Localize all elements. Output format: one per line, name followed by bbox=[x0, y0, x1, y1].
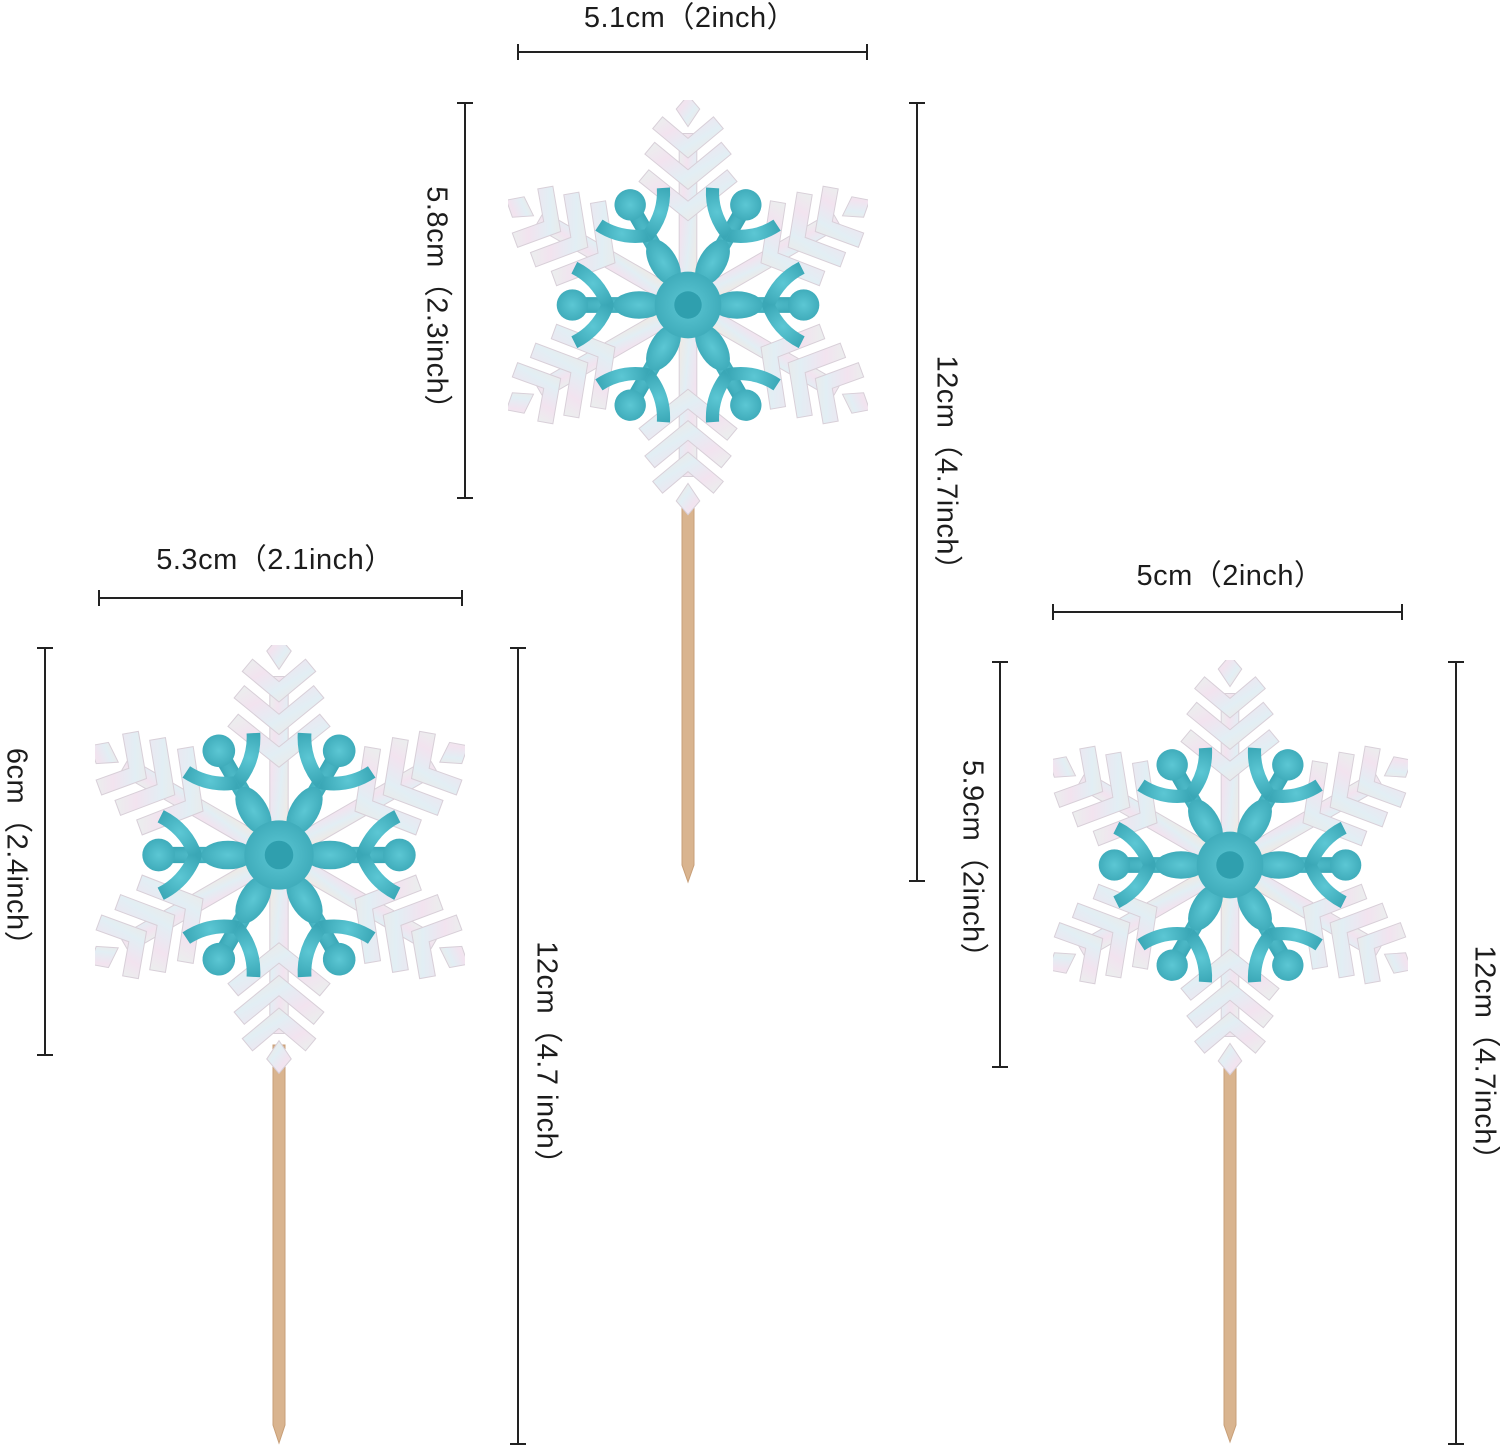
right-head-height-label: 5.9cm（2inch） bbox=[956, 759, 989, 973]
toothpick-stick bbox=[1223, 1054, 1237, 1444]
snowflake-icon bbox=[508, 100, 868, 515]
top-width-label: 5.1cm（2inch） bbox=[583, 2, 797, 34]
toothpick-stick bbox=[272, 1044, 286, 1445]
top-total-height-label: 12cm（4.7inch） bbox=[930, 355, 963, 585]
left-total-height-label: 12cm（4.7 inch） bbox=[530, 941, 563, 1179]
snowflake-topper-top bbox=[508, 100, 868, 884]
snowflake-topper-right bbox=[1053, 660, 1408, 1444]
snowflake-icon bbox=[1053, 660, 1408, 1075]
top-head-height-label: 5.8cm（2.3inch） bbox=[420, 186, 453, 424]
snowflake-topper-left bbox=[95, 645, 465, 1445]
left-width-label: 5.3cm（2.1inch） bbox=[156, 544, 394, 576]
right-total-height-label: 12cm（4.7inch） bbox=[1468, 945, 1500, 1175]
left-head-height-label: 6cm（2.4inch） bbox=[0, 747, 33, 961]
snowflake-icon bbox=[95, 645, 465, 1073]
toothpick-stick bbox=[681, 494, 695, 884]
right-width-label: 5cm（2inch） bbox=[1136, 560, 1324, 592]
